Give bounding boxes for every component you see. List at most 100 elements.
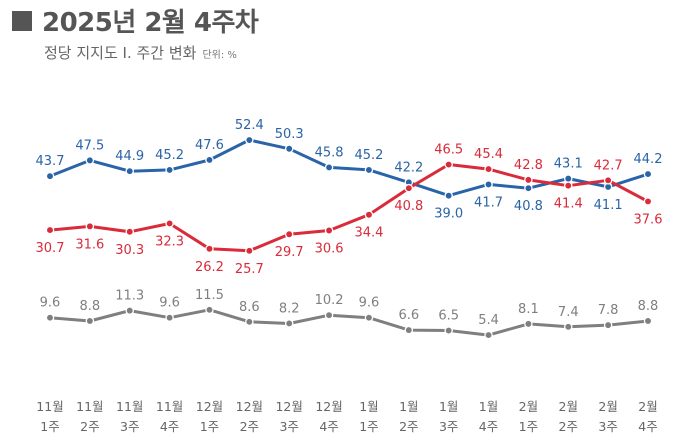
gray-point-16 — [643, 316, 653, 326]
x-tick-month-6: 12월 — [236, 399, 263, 414]
blue-data-label-4: 45.2 — [155, 148, 184, 163]
blue-data-label-5: 47.6 — [195, 138, 224, 153]
x-tick-week-4: 4주 — [160, 419, 179, 434]
blue-point-1 — [45, 171, 55, 181]
x-tick-week-14: 2주 — [559, 419, 578, 434]
red-data-label-9: 34.4 — [354, 226, 383, 241]
x-tick-week-7: 3주 — [279, 419, 298, 434]
chart-header: 2025년 2월 4주차 정당 지지도 Ⅰ. 주간 변화 단위: % — [0, 0, 686, 80]
red-series-line — [48, 163, 650, 253]
x-tick-week-1: 1주 — [40, 419, 59, 434]
gray-data-label-14: 7.4 — [558, 305, 579, 320]
gray-data-label-5: 11.5 — [195, 288, 224, 303]
x-tick-week-5: 1주 — [200, 419, 219, 434]
gray-point-13 — [524, 319, 533, 329]
blue-data-label-8: 45.8 — [315, 145, 344, 160]
gray-point-15 — [603, 320, 613, 330]
gray-data-label-3: 11.3 — [115, 289, 144, 304]
red-point-6 — [245, 246, 254, 256]
blue-data-label-10: 42.2 — [394, 160, 423, 175]
gray-data-label-15: 7.8 — [598, 303, 619, 318]
x-tick-month-5: 12월 — [196, 399, 223, 414]
red-data-label-10: 40.8 — [394, 199, 423, 214]
red-data-label-14: 41.4 — [554, 197, 583, 212]
blue-data-label-6: 52.4 — [235, 118, 264, 133]
red-data-label-2: 31.6 — [75, 237, 104, 252]
x-tick-week-6: 2주 — [240, 419, 259, 434]
red-point-10 — [404, 183, 414, 193]
blue-point-9 — [364, 165, 374, 175]
blue-point-5 — [205, 155, 214, 165]
x-tick-month-3: 11월 — [116, 399, 143, 414]
red-data-label-5: 26.2 — [195, 260, 224, 275]
x-tick-month-7: 12월 — [275, 399, 302, 414]
x-tick-month-4: 11월 — [156, 399, 183, 414]
gray-point-6 — [245, 317, 254, 327]
gray-data-label-10: 6.6 — [398, 308, 419, 323]
x-tick-month-13: 2월 — [519, 399, 538, 414]
gray-point-12 — [484, 330, 493, 340]
chart-title: 2025년 2월 4주차 — [42, 8, 259, 38]
blue-point-16 — [643, 169, 653, 179]
blue-data-label-14: 43.1 — [554, 157, 583, 172]
x-tick-month-16: 2월 — [638, 399, 657, 414]
red-data-label-1: 30.7 — [36, 241, 65, 256]
blue-data-label-9: 45.2 — [354, 148, 383, 163]
x-tick-week-13: 1주 — [519, 419, 538, 434]
blue-point-8 — [324, 163, 334, 172]
blue-data-label-3: 44.9 — [115, 149, 144, 164]
gray-point-10 — [404, 325, 414, 335]
gray-data-label-16: 8.8 — [638, 299, 659, 314]
gray-data-label-13: 8.1 — [518, 302, 539, 317]
red-point-15 — [603, 176, 613, 185]
gray-point-14 — [564, 322, 573, 332]
red-point-8 — [324, 226, 334, 235]
blue-point-12 — [484, 180, 493, 189]
subtitle-row: 정당 지지도 Ⅰ. 주간 변화 단위: % — [44, 42, 237, 63]
x-tick-week-10: 2주 — [399, 419, 418, 434]
gray-point-7 — [284, 319, 294, 328]
x-tick-week-11: 3주 — [439, 419, 458, 434]
red-data-label-6: 25.7 — [235, 262, 264, 277]
gray-data-label-7: 8.2 — [279, 301, 300, 316]
x-tick-week-9: 1주 — [359, 419, 378, 434]
gray-data-label-6: 8.6 — [239, 300, 260, 315]
chart-subtitle: 정당 지지도 Ⅰ. 주간 변화 — [44, 44, 197, 62]
blue-point-2 — [85, 156, 95, 165]
x-tick-week-3: 3주 — [120, 419, 139, 434]
red-point-11 — [444, 160, 453, 169]
gray-point-5 — [205, 305, 214, 315]
blue-point-7 — [284, 144, 294, 154]
x-tick-month-1: 11월 — [36, 399, 63, 414]
red-point-1 — [45, 225, 55, 235]
x-tick-week-16: 4주 — [638, 419, 657, 434]
red-data-label-11: 46.5 — [434, 143, 463, 158]
x-tick-month-10: 1월 — [399, 399, 418, 414]
red-point-13 — [524, 175, 533, 185]
red-data-label-7: 29.7 — [275, 245, 304, 260]
gray-data-label-4: 9.6 — [159, 296, 180, 311]
red-point-3 — [125, 227, 134, 237]
gray-data-label-9: 9.6 — [359, 296, 380, 311]
gray-series-line — [48, 308, 650, 337]
unit-label: 단위: % — [202, 50, 237, 61]
red-point-9 — [364, 210, 374, 219]
red-point-5 — [205, 244, 214, 254]
gray-data-label-12: 5.4 — [478, 313, 499, 328]
blue-point-14 — [564, 174, 573, 183]
x-tick-week-12: 4주 — [479, 419, 498, 434]
red-data-label-3: 30.3 — [115, 243, 144, 258]
blue-data-label-2: 47.5 — [75, 138, 104, 153]
red-point-7 — [284, 229, 294, 239]
red-data-label-15: 42.7 — [594, 158, 623, 173]
x-tick-month-9: 1월 — [359, 399, 378, 414]
gray-data-label-11: 6.5 — [438, 309, 459, 324]
blue-data-label-11: 39.0 — [434, 207, 463, 222]
blue-point-4 — [165, 165, 174, 175]
blue-point-6 — [245, 135, 254, 145]
blue-data-label-16: 44.2 — [634, 152, 663, 167]
red-data-label-8: 30.6 — [315, 242, 344, 257]
red-data-label-4: 32.3 — [155, 234, 184, 249]
gray-data-label-2: 8.8 — [80, 299, 101, 314]
